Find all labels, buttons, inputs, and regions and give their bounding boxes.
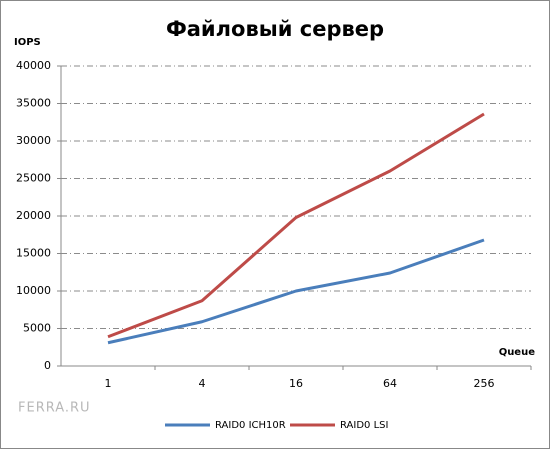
y-tick-label: 25000 — [16, 172, 51, 185]
series-line — [107, 112, 485, 339]
y-tick-label: 35000 — [16, 97, 51, 110]
y-tick-label: 40000 — [16, 59, 51, 72]
legend-label: RAID0 ICH10R — [215, 420, 286, 431]
x-tick-label: 16 — [289, 377, 303, 390]
x-tick-label: 64 — [383, 377, 397, 390]
x-axis-label: Queue — [499, 347, 536, 358]
watermark: FERRA.RU — [18, 401, 91, 416]
y-tick-label: 0 — [44, 359, 51, 372]
y-tick-label: 5000 — [23, 322, 51, 335]
x-tick-label: 256 — [474, 377, 495, 390]
series-line — [107, 238, 485, 345]
y-tick-label: 30000 — [16, 134, 51, 147]
y-tick-label: 15000 — [16, 247, 51, 260]
x-tick-label: 1 — [105, 377, 112, 390]
x-tick-label: 4 — [199, 377, 206, 390]
chart-title: Файловый сервер — [166, 17, 384, 41]
y-axis-label: IOPS — [14, 37, 41, 48]
y-tick-label: 20000 — [16, 209, 51, 222]
legend-label: RAID0 LSI — [340, 420, 388, 431]
y-tick-label: 10000 — [16, 284, 51, 297]
